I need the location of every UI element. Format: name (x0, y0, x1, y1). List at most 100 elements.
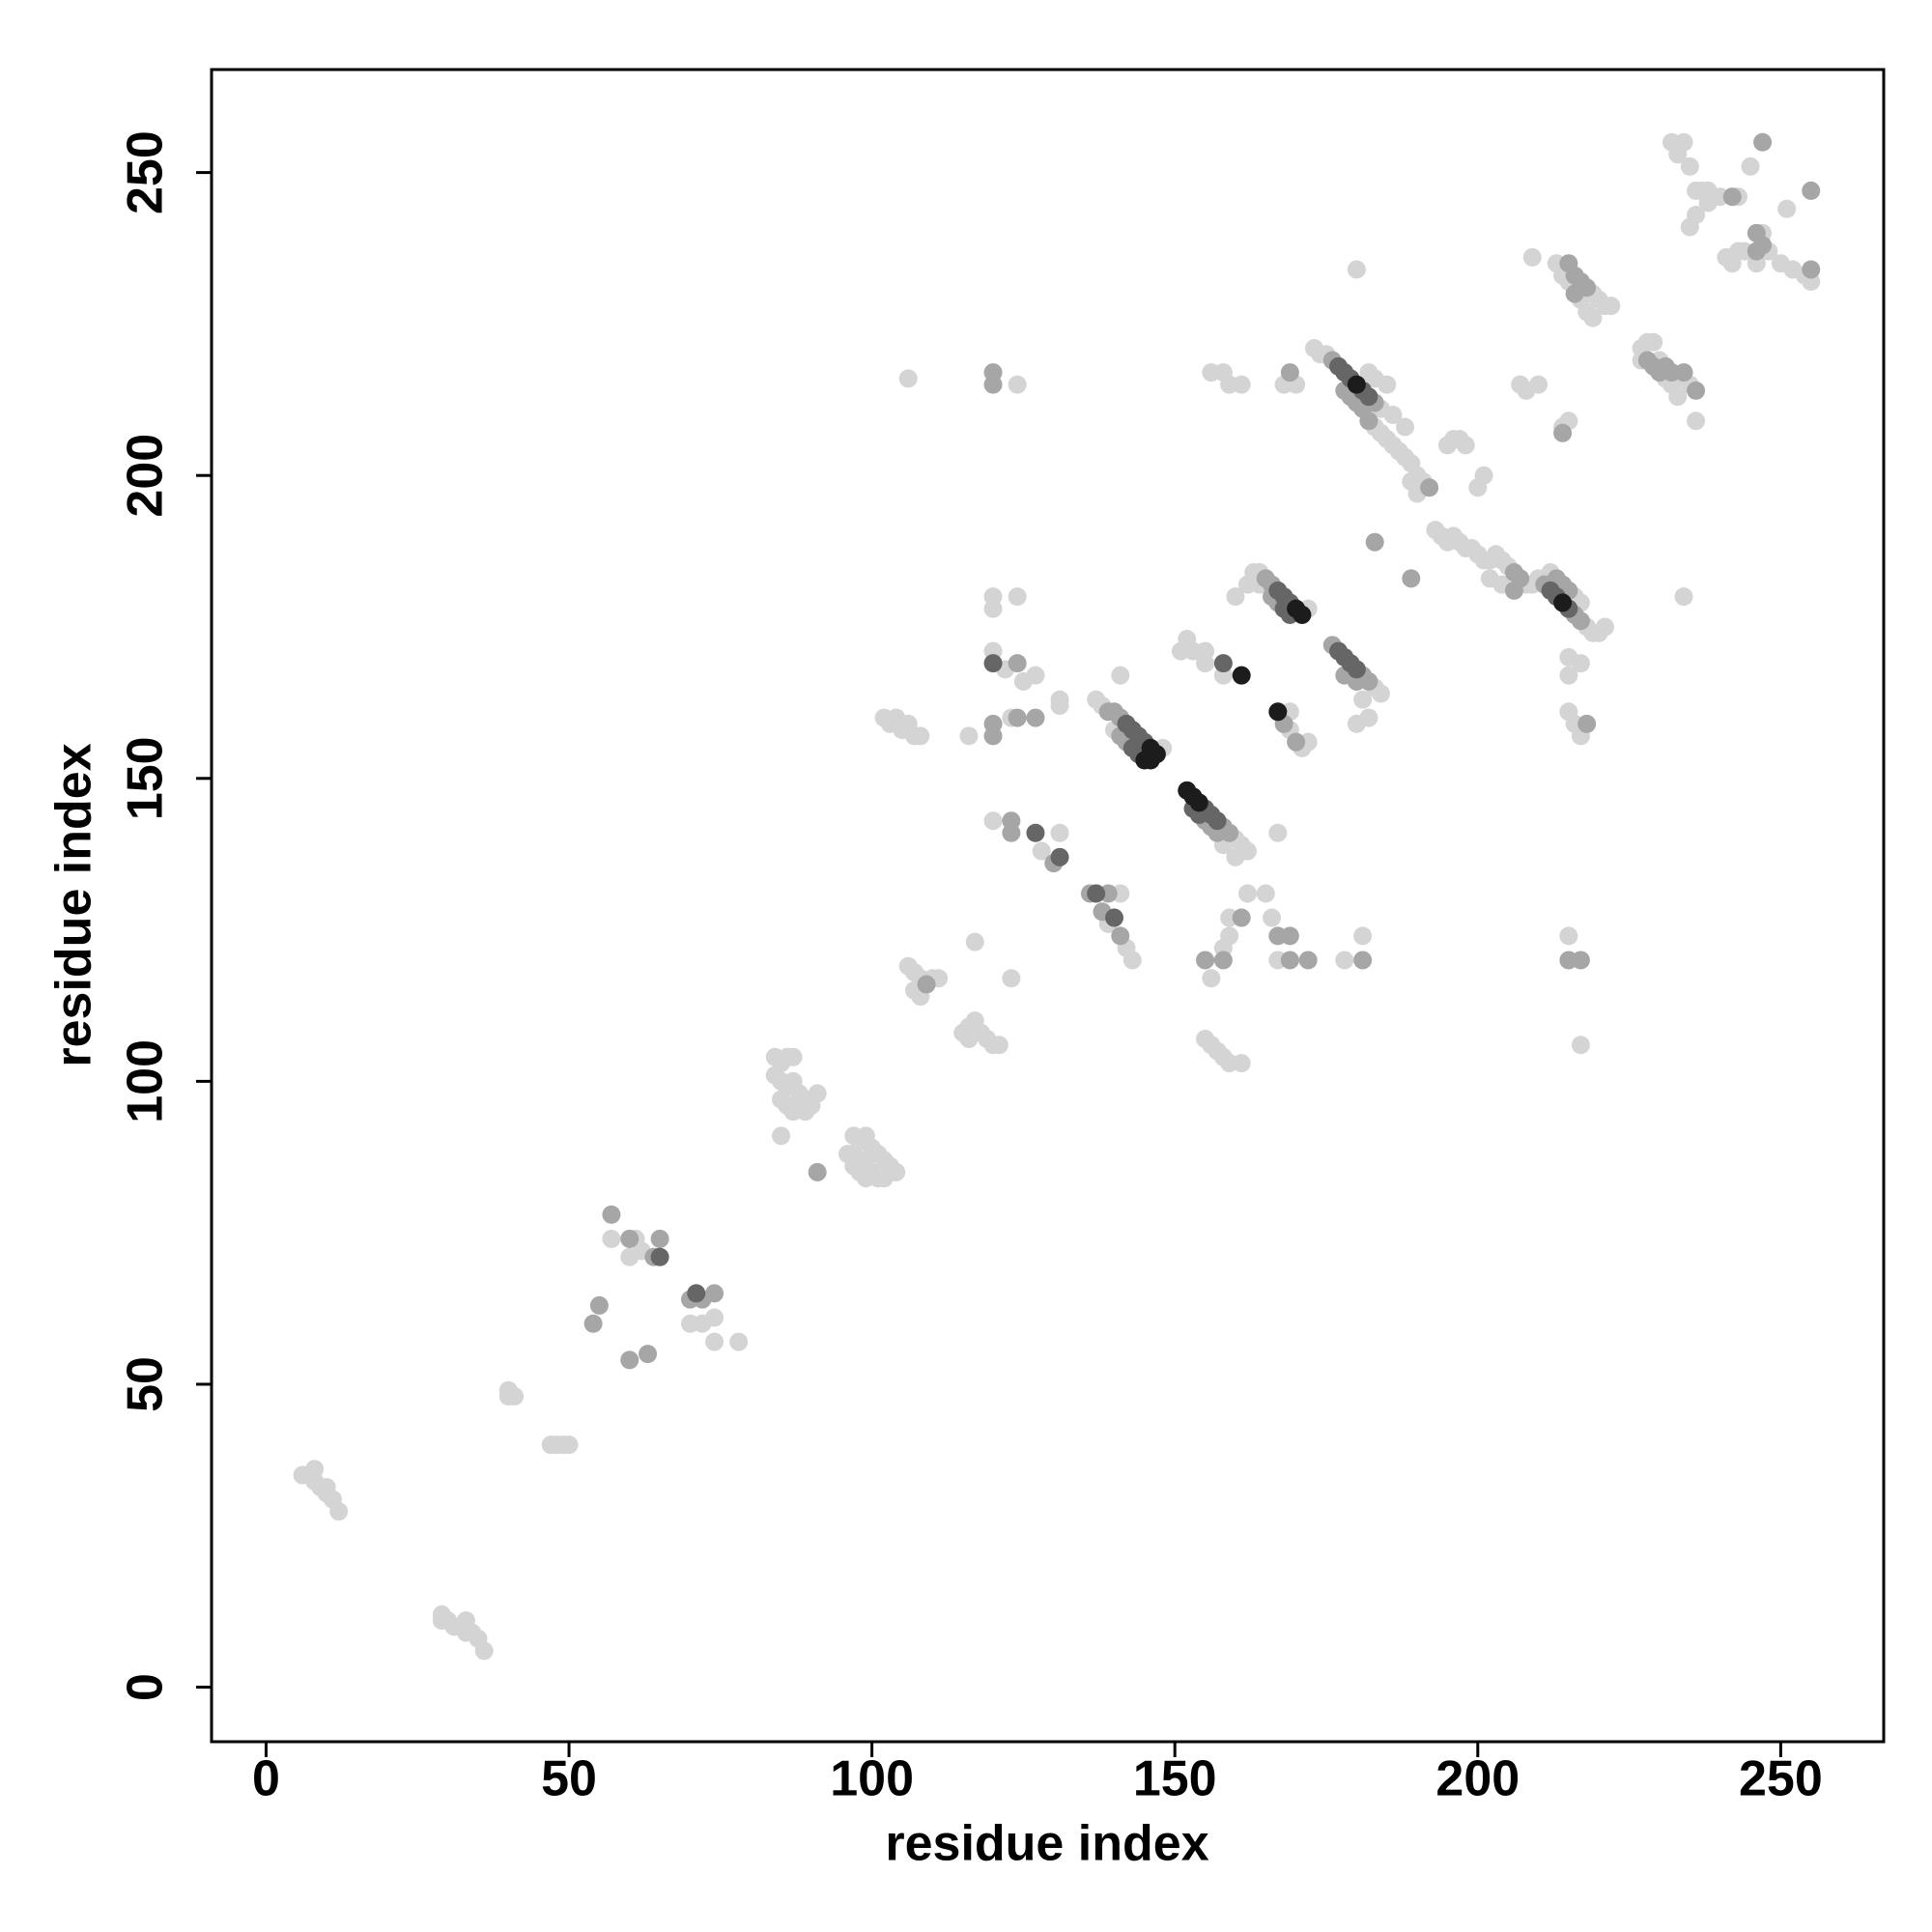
point (1668, 145, 1688, 164)
point (796, 1102, 815, 1122)
point (983, 654, 1003, 673)
point (329, 1502, 349, 1521)
point (1232, 375, 1251, 394)
y-tick-label: 50 (118, 1356, 174, 1412)
point (1571, 654, 1590, 673)
point (917, 975, 936, 994)
point (989, 1036, 1009, 1055)
point (1420, 478, 1439, 497)
point (1213, 951, 1233, 970)
y-tick-label: 150 (118, 736, 174, 820)
point (1050, 696, 1069, 716)
point (1347, 260, 1366, 279)
point (602, 1205, 621, 1224)
point (620, 1229, 639, 1248)
point (983, 599, 1003, 618)
point (1559, 926, 1578, 946)
point (856, 1151, 875, 1170)
point (1529, 375, 1548, 394)
point (1232, 666, 1251, 685)
y-axis-title: residue index (46, 743, 102, 1066)
point (1722, 187, 1742, 207)
point (965, 932, 984, 952)
point (1268, 823, 1288, 842)
point (1347, 660, 1366, 679)
point (602, 1229, 621, 1248)
point (1378, 375, 1397, 394)
point (1335, 951, 1354, 970)
point (687, 1284, 706, 1303)
point (1208, 811, 1227, 831)
point (639, 1345, 658, 1364)
point (1522, 247, 1542, 267)
point (1680, 217, 1699, 237)
point (1596, 617, 1614, 637)
point (1202, 969, 1221, 988)
point (1802, 181, 1821, 200)
point (983, 375, 1003, 394)
point (959, 1029, 979, 1048)
point (1280, 951, 1299, 970)
point (1347, 375, 1366, 394)
point (1002, 969, 1021, 988)
point (1008, 708, 1027, 727)
point (1220, 926, 1239, 946)
point (1353, 690, 1373, 709)
x-tick-label: 250 (1739, 1751, 1823, 1807)
point (705, 1284, 724, 1303)
x-axis-title: residue index (885, 1816, 1208, 1872)
point (1189, 793, 1208, 812)
point (1553, 593, 1573, 612)
point (474, 1641, 494, 1661)
y-tick-label: 100 (118, 1039, 174, 1123)
point (1122, 951, 1142, 970)
point (911, 726, 930, 746)
point (772, 1126, 791, 1146)
y-tick-label: 200 (118, 434, 174, 518)
point (1674, 363, 1693, 383)
point (1456, 436, 1475, 455)
point (1196, 951, 1215, 970)
point (1232, 1054, 1251, 1073)
point (456, 1611, 475, 1631)
point (1353, 926, 1373, 946)
point (1280, 363, 1299, 383)
point (317, 1478, 336, 1497)
point (1226, 847, 1245, 867)
point (1026, 708, 1045, 727)
point (1747, 223, 1766, 242)
point (1565, 284, 1584, 303)
point (808, 1162, 827, 1181)
x-tick-label: 100 (830, 1751, 914, 1807)
point (1196, 654, 1215, 673)
point (1559, 666, 1578, 685)
y-tick-label: 250 (118, 130, 174, 214)
point (1802, 260, 1821, 279)
x-tick-label: 200 (1435, 1751, 1520, 1807)
point (1687, 412, 1706, 431)
point (1571, 951, 1590, 970)
point (1050, 823, 1069, 842)
point (1298, 951, 1318, 970)
point (1644, 332, 1663, 352)
point (305, 1460, 325, 1479)
point (432, 1611, 451, 1631)
point (1050, 847, 1069, 867)
point (1383, 405, 1403, 424)
point (874, 1169, 894, 1188)
point (1402, 569, 1421, 588)
point (1602, 297, 1621, 316)
point (1268, 702, 1288, 722)
point (808, 1084, 827, 1103)
point (1087, 884, 1106, 903)
point (1141, 751, 1160, 770)
point (1674, 587, 1693, 607)
x-tick-label: 50 (541, 1751, 597, 1807)
point (1237, 884, 1257, 903)
point (1213, 654, 1233, 673)
point (898, 369, 918, 388)
point (1232, 908, 1251, 927)
point (1111, 666, 1130, 685)
point (1504, 581, 1523, 600)
